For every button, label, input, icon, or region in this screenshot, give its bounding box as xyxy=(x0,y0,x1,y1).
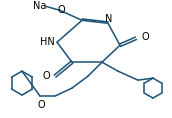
Text: O: O xyxy=(57,5,65,15)
Text: N: N xyxy=(105,14,113,24)
Text: HN: HN xyxy=(40,37,55,47)
Text: O: O xyxy=(141,32,149,42)
Text: Na: Na xyxy=(33,1,47,11)
Text: O: O xyxy=(37,100,45,110)
Text: O: O xyxy=(42,71,50,81)
